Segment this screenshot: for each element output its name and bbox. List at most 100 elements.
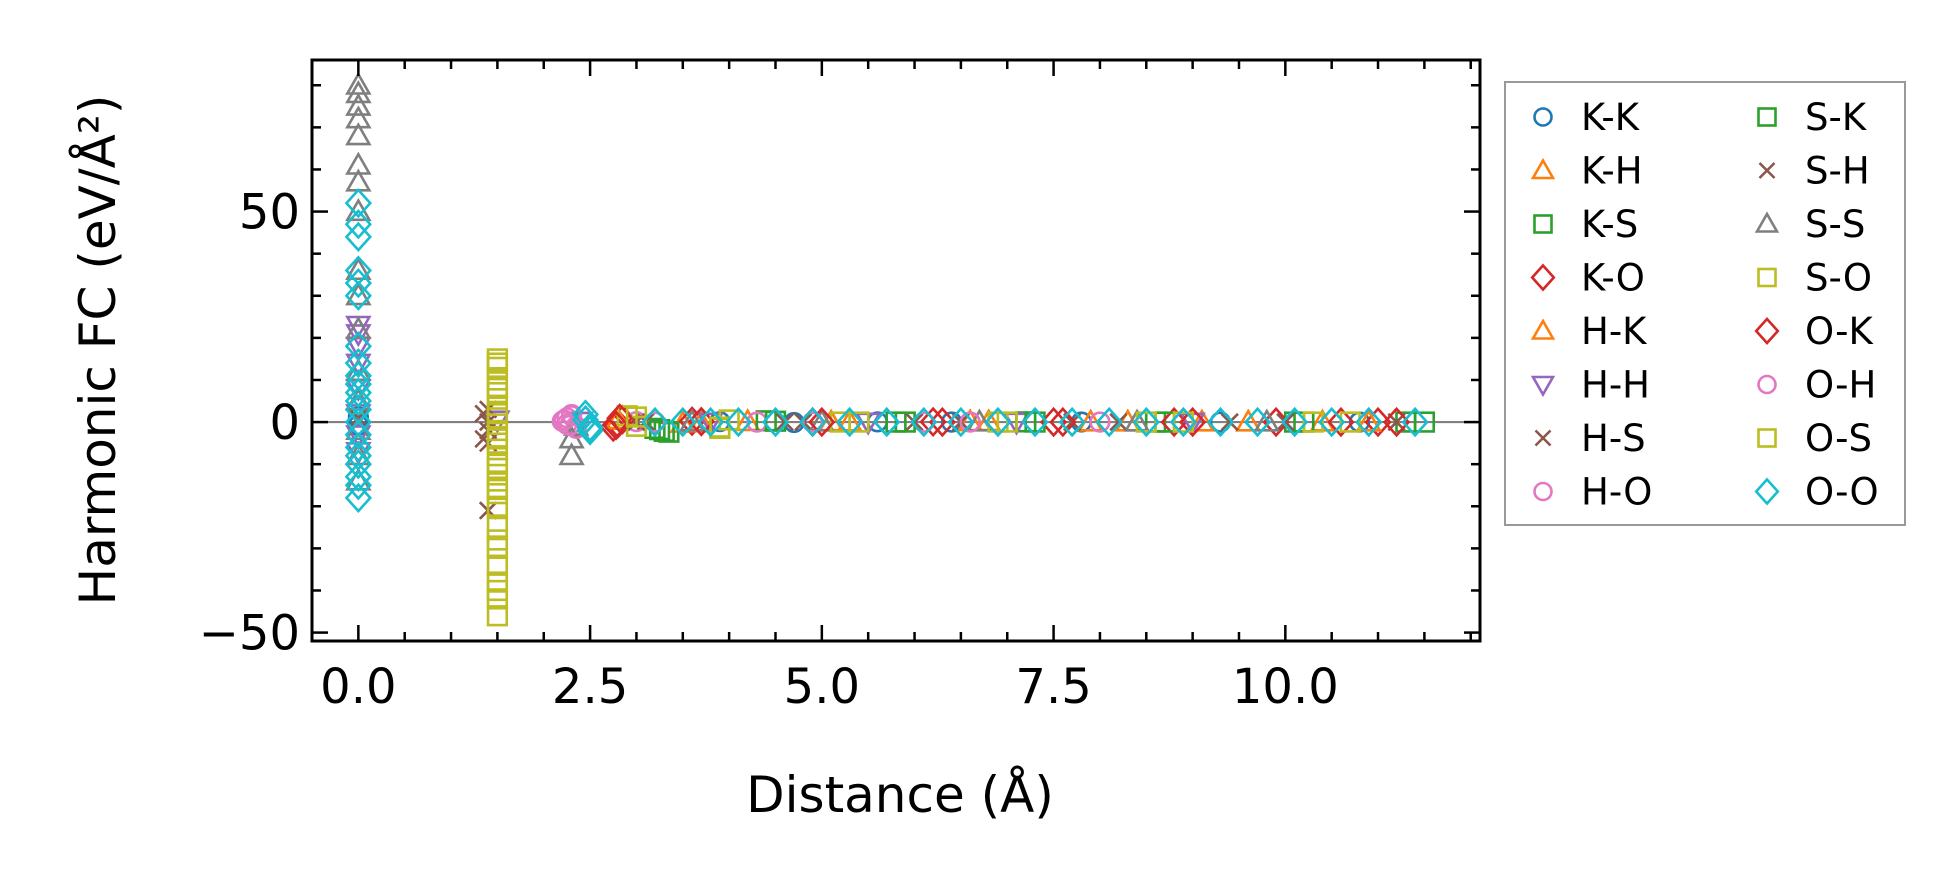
plot-frame xyxy=(310,58,1482,643)
point-o-o-17 xyxy=(344,449,372,480)
legend-entry-k-o: K-O xyxy=(1581,257,1645,300)
series-s-o xyxy=(486,348,1324,627)
point-o-o-33 xyxy=(910,406,938,438)
x-tick-label: 7.5 xyxy=(1015,659,1091,715)
legend-entry-s-o: S-O xyxy=(1805,257,1872,300)
point-s-o-12 xyxy=(486,495,509,517)
point-o-s-12 xyxy=(1172,411,1195,433)
point-o-s-6 xyxy=(486,529,509,551)
point-o-s-1 xyxy=(486,377,509,400)
point-h-k-6 xyxy=(1355,408,1383,432)
legend-marker-h-h xyxy=(1530,375,1556,398)
point-s-s-9 xyxy=(345,282,372,306)
series-o-o xyxy=(344,188,1429,513)
point-s-s-4 xyxy=(345,122,372,146)
point-o-o-44 xyxy=(1318,406,1346,438)
point-o-o-23 xyxy=(576,411,604,443)
point-o-o-21 xyxy=(571,399,600,430)
legend-marker-h-k xyxy=(1530,318,1556,340)
point-o-k-6 xyxy=(1179,406,1207,438)
point-o-s-10 xyxy=(848,411,870,433)
y-tick-label: 50 xyxy=(239,185,300,241)
point-h-s-10 xyxy=(1220,412,1239,432)
legend-entry-h-k: H-K xyxy=(1581,310,1648,353)
point-s-k-3 xyxy=(894,411,916,433)
legend-entry-o-o: O-O xyxy=(1805,471,1879,514)
point-s-o-26 xyxy=(1302,411,1324,433)
legend-entry-o-h: O-H xyxy=(1805,364,1876,407)
legend-marker-s-k xyxy=(1757,107,1777,127)
point-o-o-27 xyxy=(696,406,725,438)
point-o-o-43 xyxy=(1280,406,1309,438)
point-s-s-2 xyxy=(345,92,372,116)
point-o-o-15 xyxy=(344,432,372,463)
legend-entry-k-h: K-H xyxy=(1581,150,1643,193)
point-o-o-5 xyxy=(344,280,372,311)
point-o-s-0 xyxy=(486,352,509,374)
point-o-o-39 xyxy=(1132,406,1160,438)
point-o-o-36 xyxy=(1021,406,1049,438)
point-s-o-7 xyxy=(486,432,509,454)
point-s-h-6 xyxy=(1109,412,1128,432)
point-o-s-8 xyxy=(625,406,648,428)
point-h-h-1 xyxy=(345,324,372,348)
point-o-o-19 xyxy=(344,470,372,501)
point-o-o-22 xyxy=(571,404,600,436)
legend-entry-s-h: S-H xyxy=(1805,150,1870,193)
point-h-h-3 xyxy=(345,353,372,377)
point-k-h-2 xyxy=(734,408,761,432)
point-o-o-34 xyxy=(947,406,975,438)
point-k-o-5 xyxy=(919,406,947,438)
legend-entry-k-s: K-S xyxy=(1581,203,1638,246)
legend-marker-k-k xyxy=(1533,107,1553,127)
point-o-o-32 xyxy=(873,406,901,438)
point-o-o-30 xyxy=(798,406,827,438)
point-o-k-8 xyxy=(1382,406,1411,438)
point-o-o-31 xyxy=(836,406,864,438)
point-o-o-37 xyxy=(1058,406,1086,438)
point-s-s-19 xyxy=(678,408,706,432)
x-tick-label: 10.0 xyxy=(1232,659,1339,715)
point-o-o-7 xyxy=(344,347,372,379)
point-o-k-5 xyxy=(1049,406,1077,438)
point-h-h-10 xyxy=(697,412,724,436)
legend-entry-h-h: H-H xyxy=(1581,364,1650,407)
point-s-k-7 xyxy=(1413,411,1436,433)
legend-marker-o-k xyxy=(1754,317,1780,345)
point-o-s-2 xyxy=(486,403,509,425)
point-s-o-13 xyxy=(486,516,509,538)
legend-entry-s-k: S-K xyxy=(1805,96,1868,139)
legend-marker-k-s xyxy=(1533,214,1553,234)
point-s-s-21 xyxy=(966,408,993,432)
point-s-s-16 xyxy=(558,442,585,466)
legend-entry-h-o: H-O xyxy=(1581,471,1652,514)
point-o-o-20 xyxy=(344,482,372,513)
legend-marker-o-h xyxy=(1757,374,1777,395)
legend-marker-s-o xyxy=(1757,267,1777,288)
series-h-h xyxy=(345,315,1206,466)
point-s-k-4 xyxy=(1024,411,1046,433)
legend-marker-s-h xyxy=(1758,162,1776,179)
point-s-s-10 xyxy=(345,315,372,339)
point-s-k-2 xyxy=(764,410,787,432)
point-s-s-8 xyxy=(345,256,372,281)
point-o-k-0 xyxy=(602,410,630,441)
legend-marker-o-o xyxy=(1754,477,1780,506)
series-o-k xyxy=(602,403,1411,441)
plot-marks xyxy=(312,71,1480,627)
point-s-o-18 xyxy=(486,605,509,627)
point-s-s-1 xyxy=(345,80,372,104)
point-o-o-14 xyxy=(344,419,372,450)
point-o-o-28 xyxy=(724,406,753,438)
legend-box xyxy=(1504,81,1906,526)
point-o-o-29 xyxy=(761,406,790,438)
legend-marker-h-o xyxy=(1533,481,1553,502)
point-o-o-42 xyxy=(1243,406,1272,438)
point-o-o-10 xyxy=(344,377,372,408)
point-o-s-11 xyxy=(996,411,1018,433)
legend-marker-o-s xyxy=(1757,428,1777,448)
legend-marker-k-h xyxy=(1530,157,1556,180)
point-o-o-40 xyxy=(1169,406,1197,438)
point-s-k-1 xyxy=(658,421,680,443)
legend-entry-k-k: K-K xyxy=(1581,96,1641,139)
